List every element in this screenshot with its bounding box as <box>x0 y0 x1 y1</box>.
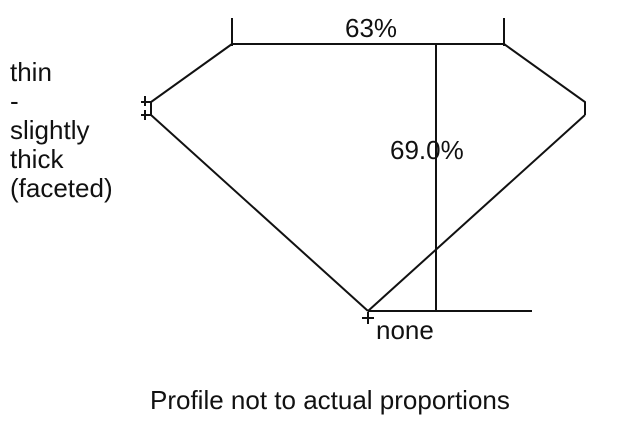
girdle-label: thin - slightly thick (faceted) <box>10 58 113 203</box>
girdle-line: slightly <box>10 115 90 145</box>
girdle-line: - <box>10 86 19 116</box>
pavilion-right <box>367 114 586 312</box>
table-percent-label: 63% <box>344 13 399 43</box>
girdle-line: (faceted) <box>10 173 113 203</box>
pavilion-left <box>150 114 369 312</box>
girdle-line: thick <box>10 144 64 174</box>
crown-left <box>150 43 233 115</box>
girdle-line: thin <box>10 57 52 87</box>
caption: Profile not to actual proportions <box>150 385 510 415</box>
culet-label: none <box>376 315 434 345</box>
depth-percent-label: 69.0% <box>390 135 464 165</box>
crown-right <box>503 43 586 115</box>
